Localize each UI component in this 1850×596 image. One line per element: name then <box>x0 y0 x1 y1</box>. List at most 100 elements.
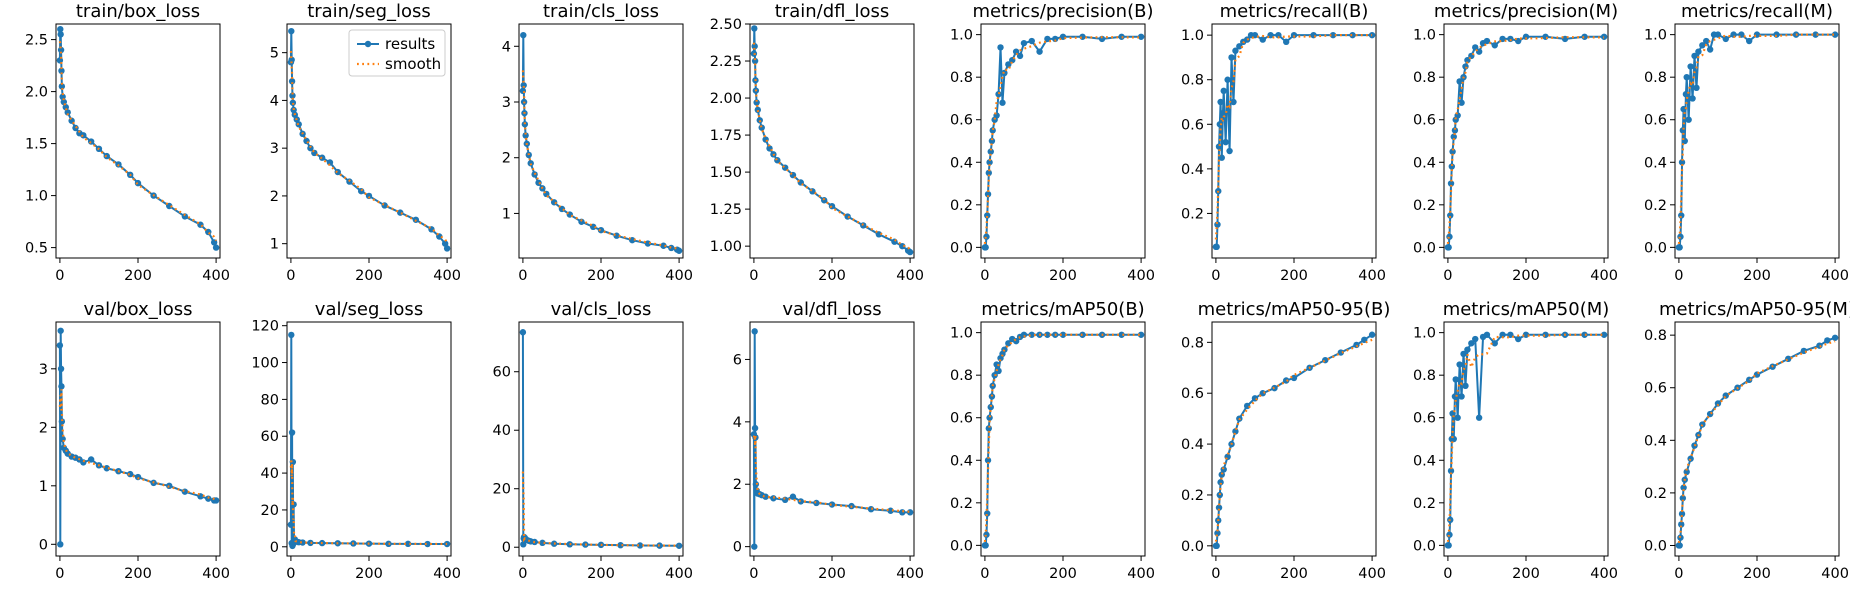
results-line <box>1678 33 1835 249</box>
results-point <box>1461 382 1469 390</box>
plot-frame <box>1443 321 1608 557</box>
results-point <box>87 138 95 145</box>
y-tick-label: 0.2 <box>1181 488 1204 504</box>
results-point <box>1714 400 1721 407</box>
results-point <box>1445 233 1453 240</box>
results-point <box>307 539 314 547</box>
results-point <box>597 226 604 234</box>
results-point <box>659 242 667 249</box>
results-point <box>1232 47 1239 54</box>
y-tick-label: 2.0 <box>25 85 48 101</box>
y-tick-label: 2.50 <box>709 17 741 33</box>
results-point <box>57 26 64 33</box>
x-tick-label: 200 <box>818 268 846 284</box>
results-point <box>444 245 451 252</box>
results-point <box>1459 350 1467 358</box>
results-point <box>1678 510 1685 518</box>
results-point <box>87 456 95 463</box>
results-point <box>58 83 66 90</box>
results-point <box>1444 244 1452 251</box>
results-point <box>1685 116 1692 123</box>
results-point <box>1689 95 1696 102</box>
y-tick-label: 1.0 <box>1412 28 1435 44</box>
plot-frame <box>518 23 683 259</box>
results-point <box>64 109 71 116</box>
results-point <box>812 499 820 507</box>
results-point <box>1514 335 1521 343</box>
y-tick-label: 0.5 <box>25 241 48 257</box>
y-tick-label: 0.0 <box>1644 538 1667 554</box>
results-point <box>358 187 365 195</box>
results-point <box>750 25 758 32</box>
y-tick-label: 100 <box>252 356 280 372</box>
results-point <box>1451 127 1458 134</box>
y-tick-label: 0.2 <box>950 496 973 512</box>
results-point <box>751 57 759 65</box>
y-tick-label: 0.0 <box>1412 240 1435 256</box>
results-point <box>366 192 373 200</box>
results-point <box>1098 35 1106 43</box>
y-tick-label: 0.0 <box>950 240 973 256</box>
results-point <box>1745 37 1753 45</box>
x-tick-label: 0 <box>55 268 64 284</box>
results-point <box>1483 331 1490 338</box>
results-point <box>762 136 769 143</box>
x-tick-label: 0 <box>287 566 296 582</box>
results-point <box>797 498 804 505</box>
results-line <box>1678 336 1836 547</box>
results-point <box>983 531 990 538</box>
plot-frame <box>286 321 452 557</box>
smooth-line <box>752 432 910 513</box>
chart-title: metrics/precision(B) <box>972 1 1153 22</box>
y-tick-label: 0.8 <box>1644 328 1667 344</box>
results-point <box>62 104 69 111</box>
y-tick-label: 1.5 <box>25 137 48 153</box>
results-line <box>752 28 911 253</box>
x-tick-label: 0 <box>1674 566 1683 582</box>
results-point <box>1137 33 1145 40</box>
results-point <box>1691 52 1698 60</box>
results-point <box>534 179 542 186</box>
y-tick-label: 2.00 <box>709 91 741 107</box>
results-point <box>288 27 295 35</box>
results-point <box>181 213 189 220</box>
y-tick-label: 0.6 <box>1412 411 1435 427</box>
y-tick-label: 0.6 <box>1644 113 1667 129</box>
x-tick-label: 0 <box>1212 268 1221 284</box>
results-point <box>982 244 989 251</box>
results-point <box>1448 148 1456 155</box>
results-point <box>1702 37 1710 45</box>
y-tick-label: 0.8 <box>1644 70 1667 86</box>
results-point <box>205 495 212 502</box>
results-point <box>1522 33 1529 40</box>
x-tick-label: 0 <box>980 566 989 582</box>
x-tick-label: 400 <box>665 566 693 582</box>
y-tick-label: 2.5 <box>25 33 48 49</box>
chart-metrics-precision-b: metrics/precision(B) 0.0 0.2 0.4 0.6 0.8 1.0 0 2… <box>950 1 1155 284</box>
chart-title: train/cls_loss <box>542 1 658 22</box>
results-point <box>1745 376 1753 384</box>
chart-title: metrics/mAP50(B) <box>981 299 1144 320</box>
results-point <box>1457 99 1465 106</box>
y-tick-label: 0.8 <box>1181 335 1204 351</box>
results-point <box>1244 402 1251 410</box>
results-line <box>752 331 910 547</box>
smooth-line <box>983 333 1142 542</box>
results-point <box>997 44 1004 51</box>
results-point <box>1455 78 1463 85</box>
y-tick-label: 4 <box>733 415 742 431</box>
results-line <box>1215 34 1373 248</box>
results-point <box>1446 212 1453 219</box>
results-point <box>1683 468 1690 476</box>
results-line <box>984 35 1142 249</box>
x-tick-label: 0 <box>55 566 64 582</box>
x-tick-label: 400 <box>1821 268 1849 284</box>
y-tick-label: 3 <box>39 362 48 378</box>
results-point <box>984 190 992 198</box>
results-point <box>1118 33 1125 40</box>
results-point <box>519 329 526 336</box>
results-point <box>820 197 828 204</box>
results-point <box>381 202 389 209</box>
chart-val-cls-loss: val/cls_loss 0 20 40 60 0 200 400 <box>492 299 693 582</box>
